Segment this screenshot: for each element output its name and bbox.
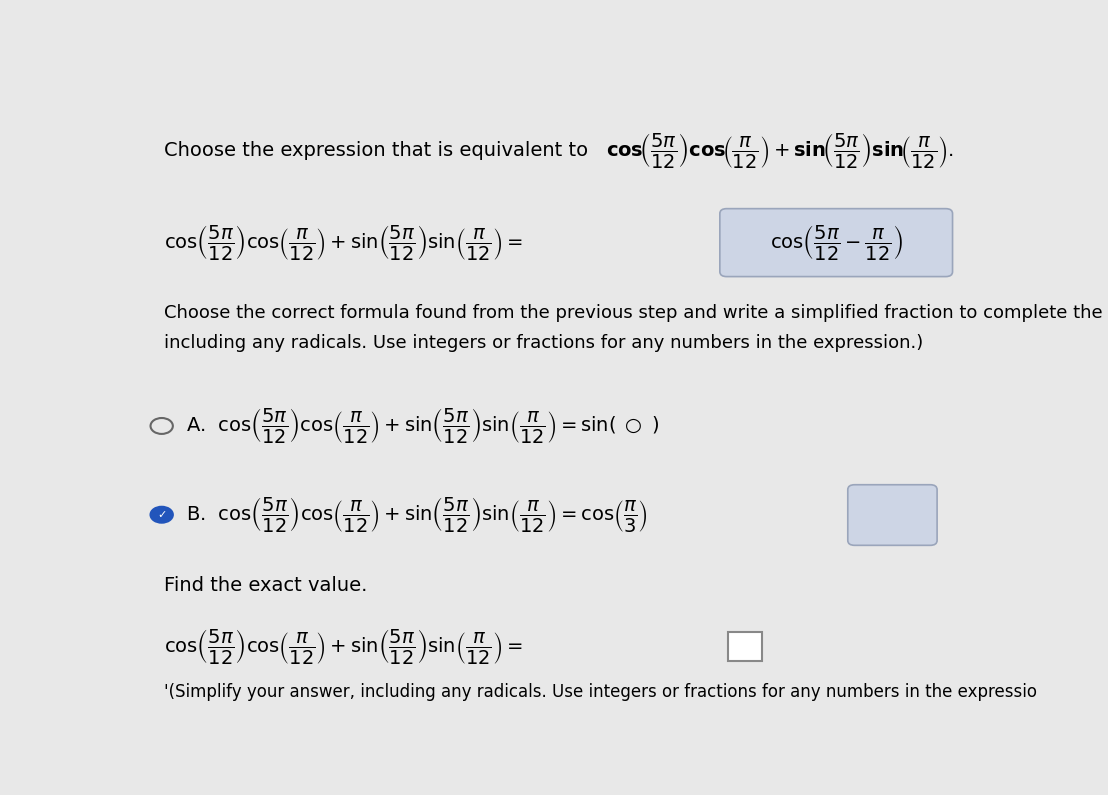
FancyBboxPatch shape xyxy=(728,632,762,661)
Text: A.  $\cos\!\left(\dfrac{5\pi}{12}\right)\cos\!\left(\dfrac{\pi}{12}\right)+\sin\: A. $\cos\!\left(\dfrac{5\pi}{12}\right)\… xyxy=(186,406,659,445)
Text: $\mathbf{cos}\!\left(\dfrac{5\pi}{12}\right)\mathbf{cos}\!\left(\dfrac{\pi}{12}\: $\mathbf{cos}\!\left(\dfrac{5\pi}{12}\ri… xyxy=(606,131,954,170)
Text: including any radicals. Use integers or fractions for any numbers in the express: including any radicals. Use integers or … xyxy=(164,335,923,352)
Text: '(Simplify your answer, including any radicals. Use integers or fractions for an: '(Simplify your answer, including any ra… xyxy=(164,683,1037,701)
Circle shape xyxy=(151,506,173,522)
Text: Find the exact value.: Find the exact value. xyxy=(164,576,368,595)
Text: $\cos\!\left(\dfrac{5\pi}{12}\right)\cos\!\left(\dfrac{\pi}{12}\right)+\sin\!\le: $\cos\!\left(\dfrac{5\pi}{12}\right)\cos… xyxy=(164,626,523,666)
Text: ✓: ✓ xyxy=(157,510,166,520)
FancyBboxPatch shape xyxy=(848,485,937,545)
Text: Choose the expression that is equivalent to: Choose the expression that is equivalent… xyxy=(164,141,595,160)
Text: $\cos\!\left(\dfrac{5\pi}{12}\right)\cos\!\left(\dfrac{\pi}{12}\right)+\sin\!\le: $\cos\!\left(\dfrac{5\pi}{12}\right)\cos… xyxy=(164,223,523,262)
Text: Choose the correct formula found from the previous step and write a simplified f: Choose the correct formula found from th… xyxy=(164,304,1108,322)
Text: B.  $\cos\!\left(\dfrac{5\pi}{12}\right)\cos\!\left(\dfrac{\pi}{12}\right)+\sin\: B. $\cos\!\left(\dfrac{5\pi}{12}\right)\… xyxy=(186,495,647,534)
Text: $\cos\!\left(\dfrac{5\pi}{12}-\dfrac{\pi}{12}\right)$: $\cos\!\left(\dfrac{5\pi}{12}-\dfrac{\pi… xyxy=(770,223,903,262)
FancyBboxPatch shape xyxy=(720,208,953,277)
